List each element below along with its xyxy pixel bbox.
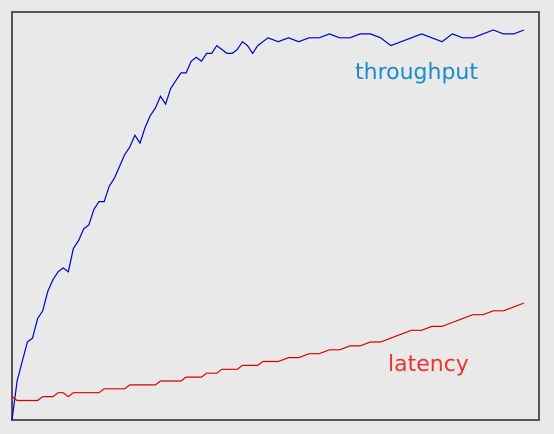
series-layer <box>11 29 525 421</box>
plot-frame <box>11 11 540 421</box>
series-label-latency: latency <box>388 352 469 377</box>
series-line-latency <box>11 302 525 402</box>
series-line-throughput <box>11 29 525 421</box>
series-label-throughput: throughput <box>355 60 478 85</box>
